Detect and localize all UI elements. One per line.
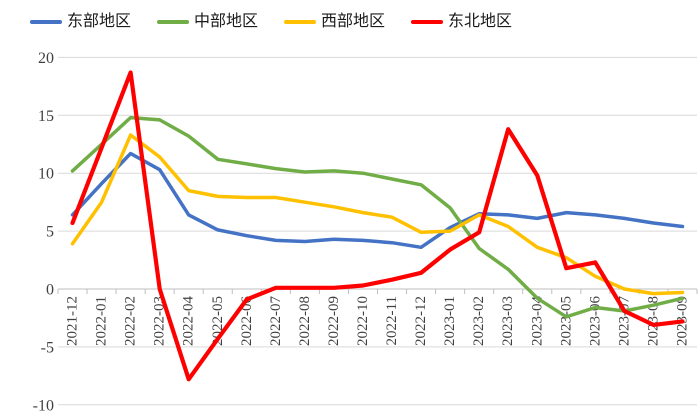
x-axis-tick-label: 2022-04 [181, 296, 197, 346]
legend-label-northeast: 东北地区 [448, 13, 513, 30]
legend-label-west: 西部地区 [321, 13, 386, 30]
legend-line-marker-northeast-icon [411, 19, 444, 25]
legend-line-marker-east-icon [30, 19, 62, 25]
x-axis-tick-label: 2023-04 [529, 296, 545, 346]
y-axis-tick-label: 15 [38, 108, 54, 125]
x-axis-tick-label: 2023-03 [500, 296, 516, 346]
y-axis-tick-label: 5 [46, 224, 54, 241]
y-axis-tick-label: 10 [38, 166, 54, 183]
legend-item-northeast: 东北地区 [411, 12, 512, 32]
y-axis-tick-label: 20 [38, 50, 54, 67]
x-axis-tick-label: 2022-08 [297, 296, 313, 346]
series-line-1 [70, 115, 685, 319]
y-axis-tick-label: -10 [33, 397, 54, 414]
x-axis-tick-label: 2022-10 [355, 296, 371, 346]
legend-item-east: 东部地区 [30, 12, 131, 32]
legend-line-marker-central-icon [157, 19, 190, 25]
legend-label-east: 东部地区 [67, 13, 132, 30]
x-axis-tick-label: 2022-06 [239, 296, 255, 346]
x-axis-tick-label: 2022-12 [413, 296, 429, 346]
legend-item-west: 西部地区 [284, 12, 385, 32]
legend-line-marker-west-icon [284, 19, 317, 25]
series-line-3 [70, 70, 685, 382]
x-axis-tick-label: 2022-03 [152, 296, 168, 346]
legend-label-central: 中部地区 [194, 13, 259, 30]
x-axis-tick-label: 2023-06 [587, 296, 603, 346]
x-axis-tick-label: 2023-01 [442, 296, 458, 346]
x-axis-tick-label: 2021-12 [65, 296, 81, 346]
x-axis-tick-label: 2022-01 [94, 296, 110, 346]
x-axis-tick-label: 2022-02 [123, 296, 139, 346]
x-axis-tick-label: 2022-07 [268, 296, 284, 346]
x-axis-tick-label: 2023-02 [471, 296, 487, 346]
series-line-0 [70, 151, 685, 250]
y-axis-tick-label: 0 [46, 282, 54, 299]
chart-legend: 东部地区 中部地区 西部地区 东北地区 [30, 12, 512, 32]
x-axis-tick-label: 2022-09 [326, 296, 342, 346]
legend-item-central: 中部地区 [157, 12, 258, 32]
x-axis-tick-label: 2022-11 [384, 296, 400, 345]
x-axis-tick-label: 2023-08 [645, 296, 661, 346]
x-axis-tick-label: 2023-05 [558, 296, 574, 346]
y-axis-tick-label: -5 [41, 339, 54, 356]
